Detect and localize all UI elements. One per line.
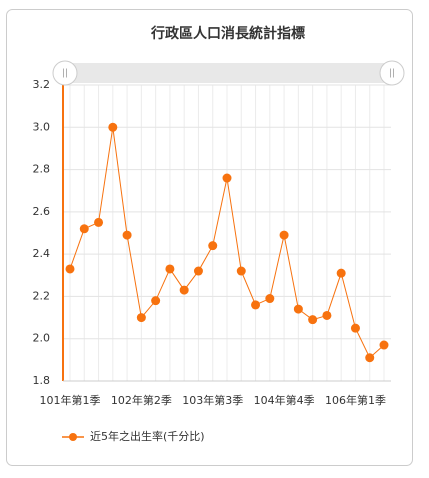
y-tick-label: 2.6	[33, 205, 51, 218]
card	[6, 9, 413, 466]
data-point	[279, 230, 289, 240]
data-point	[222, 173, 232, 183]
x-tick-label: 101年第1季	[40, 393, 101, 407]
data-point	[365, 353, 375, 363]
data-point	[165, 264, 175, 274]
y-tick-label: 3.0	[33, 120, 51, 133]
data-point	[322, 310, 332, 320]
plot-area	[62, 83, 391, 382]
y-tick-label: 2.8	[33, 163, 51, 176]
data-point	[136, 313, 146, 323]
y-tick-label: 3.2	[33, 78, 51, 91]
data-point	[236, 266, 246, 276]
data-point	[293, 304, 303, 314]
y-tick-label: 1.8	[33, 374, 51, 387]
data-point	[379, 340, 389, 350]
data-point	[108, 122, 118, 132]
handle-grip: ||	[389, 69, 395, 79]
legend-label: 近5年之出生率(千分比)	[90, 429, 205, 443]
chart-title: 行政區人口消長統計指標	[150, 25, 305, 42]
slider-handle-right[interactable]	[379, 60, 405, 86]
x-tick-label: 103年第3季	[182, 393, 243, 407]
data-point	[336, 268, 346, 278]
data-point	[193, 266, 203, 276]
x-tick-label: 106年第1季	[325, 393, 386, 407]
x-tick-label: 104年第4季	[254, 393, 315, 407]
data-point	[151, 296, 161, 306]
data-point	[208, 241, 218, 251]
data-point	[251, 300, 261, 310]
y-tick-label: 2.4	[33, 247, 51, 260]
x-tick-label: 102年第2季	[111, 393, 172, 407]
range-slider-track	[63, 63, 391, 83]
data-point	[265, 294, 275, 304]
data-point	[79, 224, 89, 234]
data-point	[179, 285, 189, 295]
data-point	[122, 230, 132, 240]
data-point	[308, 315, 318, 325]
y-tick-label: 2.0	[33, 332, 51, 345]
handle-grip: ||	[62, 69, 68, 79]
data-point	[65, 264, 75, 274]
data-point	[94, 217, 104, 227]
legend-marker	[69, 433, 77, 441]
data-point	[350, 323, 360, 333]
y-tick-label: 2.2	[33, 289, 51, 302]
slider-handle-left[interactable]	[52, 60, 78, 86]
